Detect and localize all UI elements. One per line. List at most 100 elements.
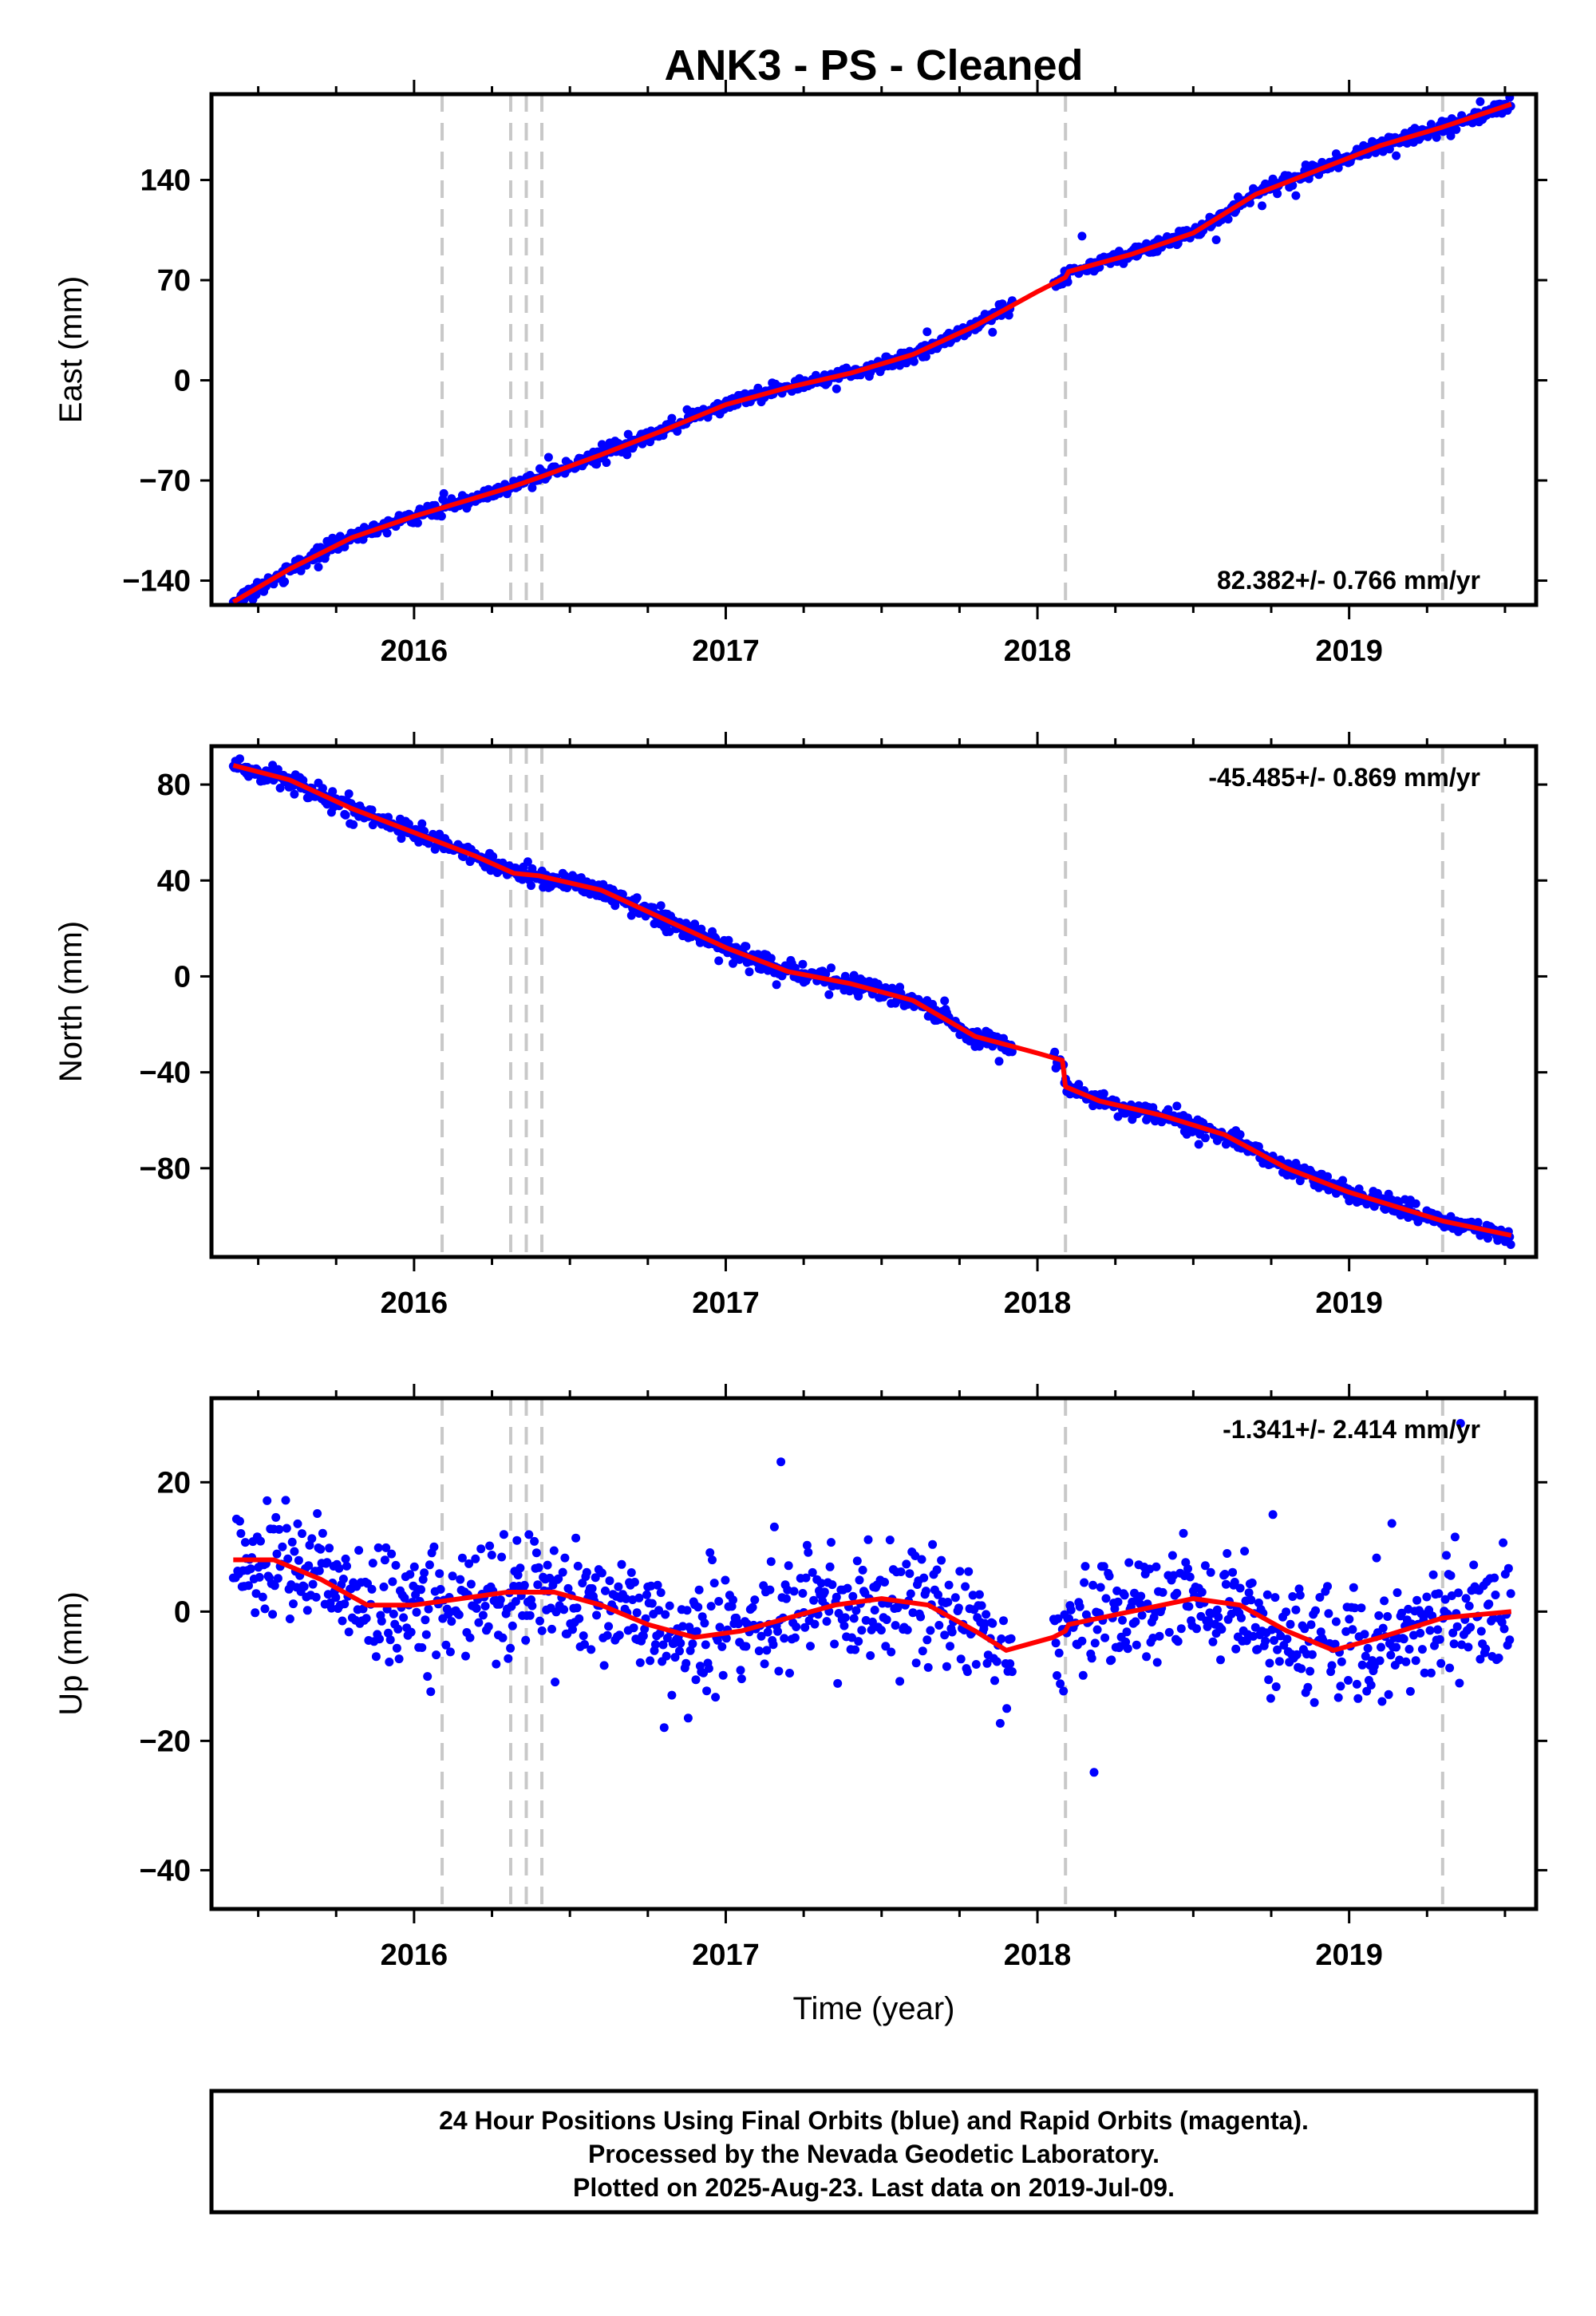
data-point [1352,1679,1361,1689]
data-point [1393,1588,1402,1598]
data-point [354,1546,364,1555]
data-point [675,1646,684,1656]
data-point [934,1621,944,1630]
data-point [498,1633,508,1642]
data-point [1338,1176,1348,1185]
data-point [456,1575,465,1584]
data-point [1446,1571,1456,1580]
data-point [293,1519,302,1528]
data-point [1315,1593,1325,1602]
data-point [280,577,290,587]
data-point [384,1628,393,1638]
data-point [1405,1686,1415,1696]
data-point [760,1659,769,1669]
data-point [916,1612,926,1622]
data-point [917,1555,926,1564]
data-point [1235,1583,1245,1593]
data-point [1428,1611,1437,1621]
data-point [424,1604,433,1614]
data-point [1337,1657,1346,1666]
data-point [375,1634,384,1644]
data-point [563,1583,573,1593]
data-point [629,1623,638,1633]
data-point [474,1618,484,1627]
data-point [964,1567,974,1576]
footer-line-1: 24 Hour Positions Using Final Orbits (bl… [439,2106,1309,2135]
data-points [228,754,1515,1249]
data-point [421,1615,430,1625]
figure-title: ANK3 - PS - Cleaned [664,41,1083,89]
data-point [1455,1678,1464,1688]
data-point [954,1603,963,1613]
data-point [1131,1617,1140,1626]
data-point [816,1579,826,1588]
data-point [377,1616,386,1626]
x-tick-label: 2016 [381,1939,448,1972]
data-point [318,1528,327,1538]
data-point [1323,1582,1332,1591]
data-point [653,1580,662,1590]
data-point [798,959,808,969]
data-point [635,1658,645,1667]
data-point [1360,1630,1369,1639]
data-point [681,1658,691,1668]
data-point [1246,1595,1256,1605]
x-tick-label: 2017 [692,634,760,668]
data-point [1096,1583,1105,1592]
data-point [741,1642,751,1651]
data-point [798,1589,808,1598]
data-point [290,789,299,799]
data-point [1080,1578,1089,1587]
data-point [602,458,611,468]
data-point [599,1661,609,1670]
data-point [928,1539,938,1549]
data-point [702,1686,712,1696]
data-point [626,911,636,920]
data-point [547,1624,556,1634]
data-point [1422,1592,1432,1602]
data-point [1369,1662,1379,1671]
footer-frame [209,2089,1539,2215]
data-point [1349,1583,1358,1592]
data-point [1503,1563,1513,1573]
data-point [776,1457,786,1467]
data-point [790,1633,800,1642]
data-point [1220,1570,1230,1579]
data-point [685,1646,695,1655]
data-point [880,1578,889,1587]
data-point [1249,1631,1258,1641]
data-point [331,1593,341,1603]
data-point [417,1585,425,1595]
data-point [1411,1656,1420,1666]
x-axis-title: Time (year) [793,1991,955,2026]
data-point [1476,97,1485,106]
data-point [745,967,754,977]
data-point [881,1642,891,1651]
data-point [934,1590,942,1599]
plot-frame [209,1396,1539,1911]
data-point [849,1614,859,1623]
data-point [1348,1625,1357,1634]
data-point [1353,1694,1363,1703]
data-point [296,566,306,575]
data-point [255,1572,264,1582]
data-point [1121,1637,1131,1646]
data-point [736,1666,745,1675]
data-point [937,1555,946,1565]
data-point [1448,1628,1458,1638]
x-tick-label: 2019 [1315,1939,1383,1972]
data-point [1113,1597,1123,1607]
data-point [1366,1681,1376,1690]
data-point [630,1578,639,1587]
data-point [852,1556,862,1566]
data-point [497,1552,507,1562]
data-point [1450,1532,1460,1542]
data-point [485,1541,495,1551]
data-point [810,1619,820,1629]
data-point [923,1662,933,1672]
rate-label: -45.485+/- 0.869 mm/yr [1208,763,1480,792]
data-point [1185,1572,1195,1582]
data-point [587,1584,597,1593]
data-point [1267,1625,1277,1634]
data-point [661,1610,670,1619]
